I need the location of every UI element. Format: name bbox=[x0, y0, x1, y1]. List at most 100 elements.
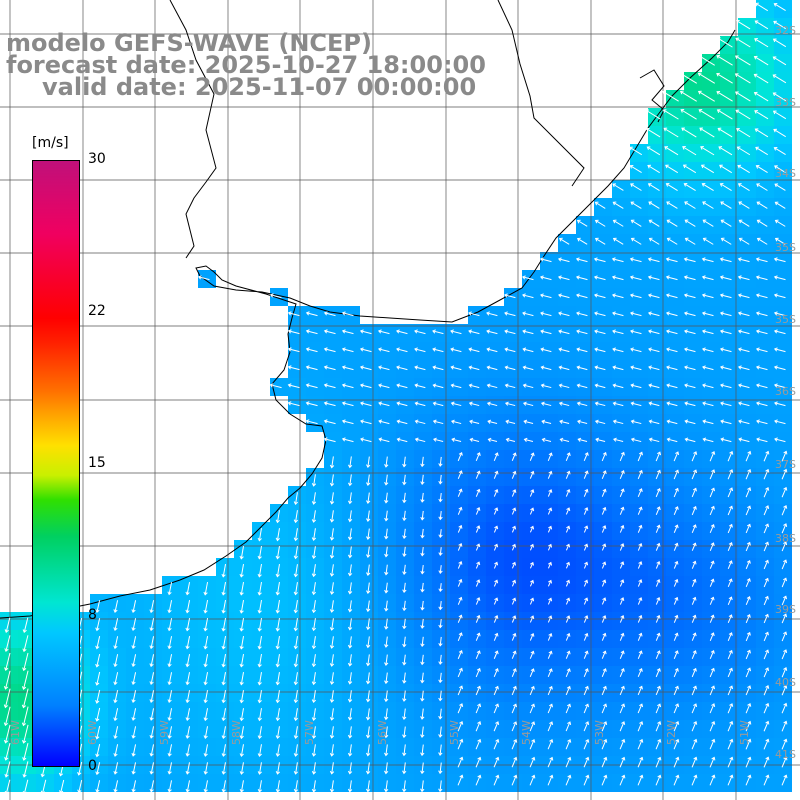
wind-arrow bbox=[665, 275, 678, 281]
wind-arrow bbox=[666, 329, 678, 335]
wind-arrow bbox=[559, 237, 570, 245]
wind-arrow bbox=[719, 257, 732, 263]
wind-arrow bbox=[378, 437, 390, 443]
wind-arrow bbox=[522, 347, 534, 353]
wind-arrow bbox=[469, 437, 480, 442]
wind-arrow bbox=[681, 127, 697, 138]
wind-arrow bbox=[648, 383, 660, 389]
wind-arrow bbox=[719, 347, 732, 353]
wind-arrow bbox=[684, 219, 696, 227]
wind-arrow bbox=[438, 511, 443, 521]
wind-arrow bbox=[680, 109, 697, 120]
wind-arrow bbox=[468, 347, 480, 353]
wind-arrow bbox=[583, 452, 589, 462]
wind-arrow bbox=[329, 456, 335, 469]
wind-arrow bbox=[529, 507, 535, 515]
wind-arrow bbox=[612, 311, 624, 317]
wind-arrow bbox=[701, 275, 714, 281]
wind-arrow bbox=[647, 311, 660, 317]
wind-arrow bbox=[414, 419, 426, 425]
wind-arrow bbox=[612, 365, 624, 371]
wind-arrow bbox=[504, 293, 516, 299]
wind-arrow bbox=[475, 452, 481, 462]
wind-arrow bbox=[305, 329, 318, 335]
wind-arrow bbox=[593, 257, 606, 263]
wind-arrow bbox=[594, 293, 606, 299]
wind-arrow bbox=[781, 504, 788, 516]
wind-arrow bbox=[305, 383, 318, 389]
colorbar-tick-8: 8 bbox=[88, 607, 97, 623]
wind-arrow bbox=[558, 401, 570, 407]
wind-arrow bbox=[593, 275, 606, 281]
wind-arrow bbox=[396, 401, 408, 407]
wind-arrow bbox=[702, 437, 714, 443]
wind-arrow bbox=[565, 470, 571, 479]
wind-arrow bbox=[565, 507, 571, 515]
wind-arrow bbox=[772, 92, 787, 102]
wind-arrow bbox=[630, 347, 642, 353]
wind-arrow bbox=[384, 474, 389, 486]
wind-arrow bbox=[763, 486, 770, 498]
wind-arrow bbox=[701, 311, 714, 317]
wind-arrow bbox=[420, 528, 425, 539]
wind-arrow bbox=[468, 311, 480, 317]
wind-arrow bbox=[366, 474, 371, 487]
wind-arrow bbox=[347, 492, 353, 505]
wind-arrow bbox=[673, 451, 680, 462]
wind-arrow bbox=[378, 401, 390, 407]
wind-arrow bbox=[755, 383, 768, 389]
wind-arrow bbox=[359, 365, 372, 371]
wind-arrow bbox=[539, 257, 552, 263]
wind-arrow bbox=[666, 419, 678, 425]
wind-arrow bbox=[737, 183, 750, 191]
lon-label: 58W bbox=[230, 720, 243, 745]
wind-arrow bbox=[737, 275, 750, 281]
wind-arrow bbox=[736, 127, 751, 138]
wind-arrow bbox=[655, 451, 662, 462]
wind-arrow bbox=[457, 451, 463, 462]
wind-arrow bbox=[716, 54, 733, 66]
wind-arrow bbox=[673, 506, 679, 516]
wind-arrow bbox=[511, 470, 517, 479]
wind-arrow bbox=[684, 365, 696, 371]
wind-arrow bbox=[719, 183, 732, 191]
wind-arrow bbox=[655, 506, 661, 515]
wind-arrow bbox=[323, 419, 336, 425]
wind-arrow bbox=[287, 365, 300, 371]
wind-arrow bbox=[583, 470, 589, 479]
wind-arrow bbox=[763, 450, 770, 462]
wind-arrow bbox=[691, 487, 697, 498]
wind-arrow bbox=[341, 437, 354, 443]
wind-arrow bbox=[523, 419, 534, 425]
wind-arrow bbox=[576, 383, 588, 389]
wind-arrow bbox=[493, 488, 499, 497]
wind-arrow bbox=[691, 505, 697, 516]
wind-arrow bbox=[540, 365, 552, 371]
wind-arrow bbox=[647, 183, 660, 191]
wind-arrow bbox=[329, 492, 335, 505]
wind-arrow bbox=[684, 437, 696, 443]
wind-arrow bbox=[709, 450, 716, 462]
wind-arrow bbox=[612, 401, 624, 407]
wind-arrow bbox=[341, 347, 354, 353]
wind-arrow bbox=[697, 90, 715, 102]
wind-arrow bbox=[773, 2, 786, 12]
wind-arrow bbox=[396, 329, 408, 335]
lon-label: 59W bbox=[158, 720, 171, 745]
wind-arrow bbox=[717, 127, 733, 138]
wind-arrow bbox=[774, 165, 786, 173]
wind-arrow bbox=[737, 365, 750, 371]
wind-arrow bbox=[522, 401, 534, 407]
wind-arrow bbox=[323, 311, 336, 317]
wind-arrow bbox=[529, 452, 535, 461]
wind-arrow bbox=[577, 419, 588, 425]
wind-arrow bbox=[745, 487, 752, 498]
wind-arrow bbox=[756, 201, 768, 209]
wind-arrow bbox=[522, 329, 534, 335]
wind-arrow bbox=[716, 72, 733, 84]
wind-arrow bbox=[451, 419, 462, 425]
wind-arrow bbox=[745, 505, 752, 516]
wind-arrow bbox=[341, 401, 354, 407]
wind-arrow bbox=[630, 219, 642, 227]
